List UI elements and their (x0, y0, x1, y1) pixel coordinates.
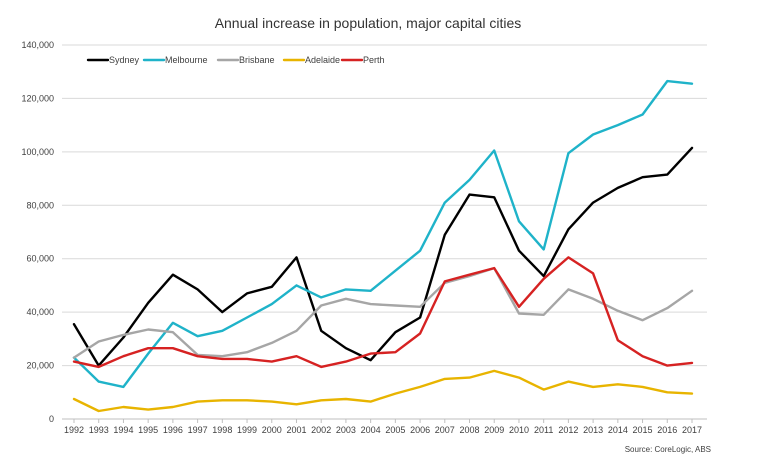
y-tick-label: 140,000 (21, 40, 54, 50)
x-tick-label: 1993 (89, 425, 109, 435)
x-tick-label: 2007 (435, 425, 455, 435)
x-tick-label: 2004 (361, 425, 381, 435)
legend-label-melbourne: Melbourne (165, 55, 208, 65)
series-lines (72, 79, 694, 413)
x-tick-label: 2005 (385, 425, 405, 435)
x-tick-label: 2016 (657, 425, 677, 435)
x-tick-label: 2009 (484, 425, 504, 435)
x-tick-label: 1999 (237, 425, 257, 435)
y-tick-label: 40,000 (26, 307, 54, 317)
legend-label-perth: Perth (363, 55, 385, 65)
x-axis: 1992 1993 1994 1995 1996 1997 1998 1999 2000 2001… (64, 419, 702, 435)
x-tick-label: 1994 (113, 425, 133, 435)
y-axis: 0 20,000 40,000 60,000 80,000 100,000 120,000 1… (21, 40, 54, 424)
x-tick-label: 1996 (163, 425, 183, 435)
x-tick-label: 1992 (64, 425, 84, 435)
x-tick-label: 2010 (509, 425, 529, 435)
x-tick-label: 2001 (286, 425, 306, 435)
x-tick-label: 1997 (188, 425, 208, 435)
y-tick-label: 80,000 (26, 200, 54, 210)
y-tick-label: 0 (49, 414, 54, 424)
x-tick-label: 2003 (336, 425, 356, 435)
x-tick-label: 2015 (633, 425, 653, 435)
series-line-perth (72, 256, 694, 369)
y-tick-label: 20,000 (26, 361, 54, 371)
chart-title: Annual increase in population, major cap… (215, 15, 522, 31)
x-tick-label: 2008 (460, 425, 480, 435)
series-line-melbourne (72, 79, 694, 389)
x-tick-label: 2017 (682, 425, 702, 435)
x-tick-label: 1995 (138, 425, 158, 435)
legend: Sydney Melbourne Brisbane Adelaide Perth (86, 55, 385, 65)
y-tick-label: 60,000 (26, 254, 54, 264)
series-line-brisbane (72, 266, 694, 359)
legend-label-sydney: Sydney (109, 55, 140, 65)
y-tick-label: 100,000 (21, 147, 54, 157)
x-tick-label: 2002 (311, 425, 331, 435)
x-tick-label: 1998 (212, 425, 232, 435)
series-line-sydney (72, 146, 694, 367)
source-note: Source: CoreLogic, ABS (625, 445, 711, 454)
x-tick-label: 2006 (410, 425, 430, 435)
legend-label-adelaide: Adelaide (305, 55, 340, 65)
x-tick-label: 2013 (583, 425, 603, 435)
gridlines (62, 44, 707, 420)
legend-label-brisbane: Brisbane (239, 55, 275, 65)
x-tick-label: 2012 (558, 425, 578, 435)
x-tick-label: 2011 (534, 425, 553, 435)
y-tick-label: 120,000 (21, 93, 54, 103)
x-tick-label: 2000 (262, 425, 282, 435)
series-line-adelaide (72, 369, 694, 413)
x-tick-label: 2014 (608, 425, 628, 435)
